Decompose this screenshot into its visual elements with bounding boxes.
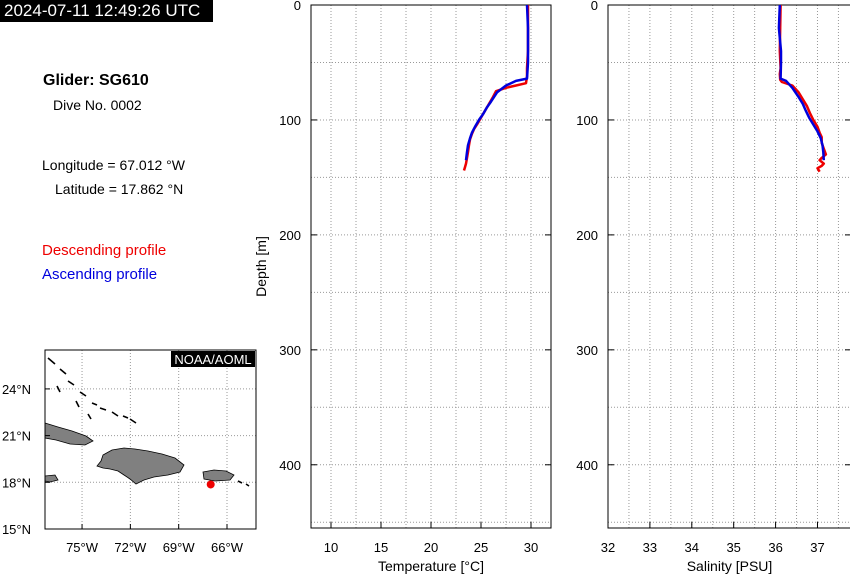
temp-y-tick-label: 200	[279, 228, 301, 243]
sal-x-tick-label: 35	[726, 540, 740, 555]
bahamas-island	[75, 400, 80, 408]
sal-y-tick-label: 0	[591, 0, 598, 13]
sal-x-tick-label: 36	[768, 540, 782, 555]
cuba-landmass	[44, 422, 94, 446]
temp-y-axis-label: Depth [m]	[253, 236, 269, 297]
hispaniola-landmass	[96, 447, 185, 485]
temp-y-tick-label: 100	[279, 113, 301, 128]
sal-descending-line	[778, 4, 828, 173]
temp-descending-line	[462, 5, 530, 171]
bahamas-island	[237, 480, 243, 484]
glider-position-marker	[206, 480, 215, 489]
sal-y-tick-label: 400	[576, 458, 598, 473]
legend-descending: Descending profile	[42, 242, 167, 259]
sal-x-tick-label: 37	[810, 540, 824, 555]
bahamas-island	[91, 402, 98, 406]
temp-y-tick-label: 400	[279, 458, 301, 473]
temp-x-tick-label: 10	[324, 540, 338, 555]
latitude-readout: Latitude = 17.862 °N	[55, 181, 184, 197]
bahamas-island	[87, 413, 92, 420]
map-lon-tick-label: 66°W	[211, 540, 244, 555]
map-lon-tick-label: 75°W	[66, 540, 99, 555]
temp-y-tick-label: 0	[294, 0, 301, 13]
sal-y-tick-label: 100	[576, 113, 598, 128]
sal-ascending-line	[777, 4, 826, 161]
bahamas-island	[129, 418, 137, 424]
bahamas-island	[79, 391, 87, 397]
map-lon-tick-label: 69°W	[163, 540, 196, 555]
map-lat-tick-label: 24°N	[2, 382, 31, 397]
bahamas-island	[111, 411, 119, 417]
temp-y-tick-label: 300	[279, 343, 301, 358]
bahamas-island	[47, 357, 56, 365]
temp-x-tick-label: 25	[474, 540, 488, 555]
sal-x-tick-label: 32	[601, 540, 615, 555]
legend-ascending: Ascending profile	[42, 266, 158, 283]
bahamas-island	[67, 380, 75, 386]
sal-x-tick-label: 34	[685, 540, 699, 555]
temp-x-tick-label: 30	[524, 540, 538, 555]
map-lat-tick-label: 18°N	[2, 475, 31, 490]
longitude-readout: Longitude = 67.012 °W	[42, 157, 185, 173]
temp-ascending-line	[464, 4, 530, 161]
temp-x-tick-label: 20	[424, 540, 438, 555]
map-credit-label: NOAA/AOML	[174, 352, 251, 367]
map-frame	[44, 349, 257, 530]
bahamas-island	[245, 483, 250, 487]
dive-number: Dive No. 0002	[53, 97, 142, 113]
puerto-rico-landmass	[202, 469, 235, 482]
temp-x-tick-label: 15	[374, 540, 388, 555]
sal-y-tick-label: 200	[576, 228, 598, 243]
bahamas-island	[122, 415, 129, 419]
map-lat-tick-label: 15°N	[2, 522, 31, 537]
temp-x-axis-label: Temperature [°C]	[378, 558, 484, 574]
sal-y-tick-label: 300	[576, 343, 598, 358]
bahamas-island	[56, 385, 61, 393]
bahamas-island	[99, 407, 107, 411]
map-lat-tick-label: 21°N	[2, 429, 31, 444]
map-credit-box	[171, 351, 255, 367]
sal-x-axis-label: Salinity [PSU]	[687, 558, 773, 574]
map-lon-tick-label: 72°W	[114, 540, 147, 555]
glider-title: Glider: SG610	[43, 72, 149, 89]
timestamp: 2024-07-11 12:49:26 UTC	[0, 0, 213, 22]
sal-x-tick-label: 33	[643, 540, 657, 555]
sal-plot-frame	[607, 4, 850, 529]
bahamas-island	[59, 368, 67, 375]
